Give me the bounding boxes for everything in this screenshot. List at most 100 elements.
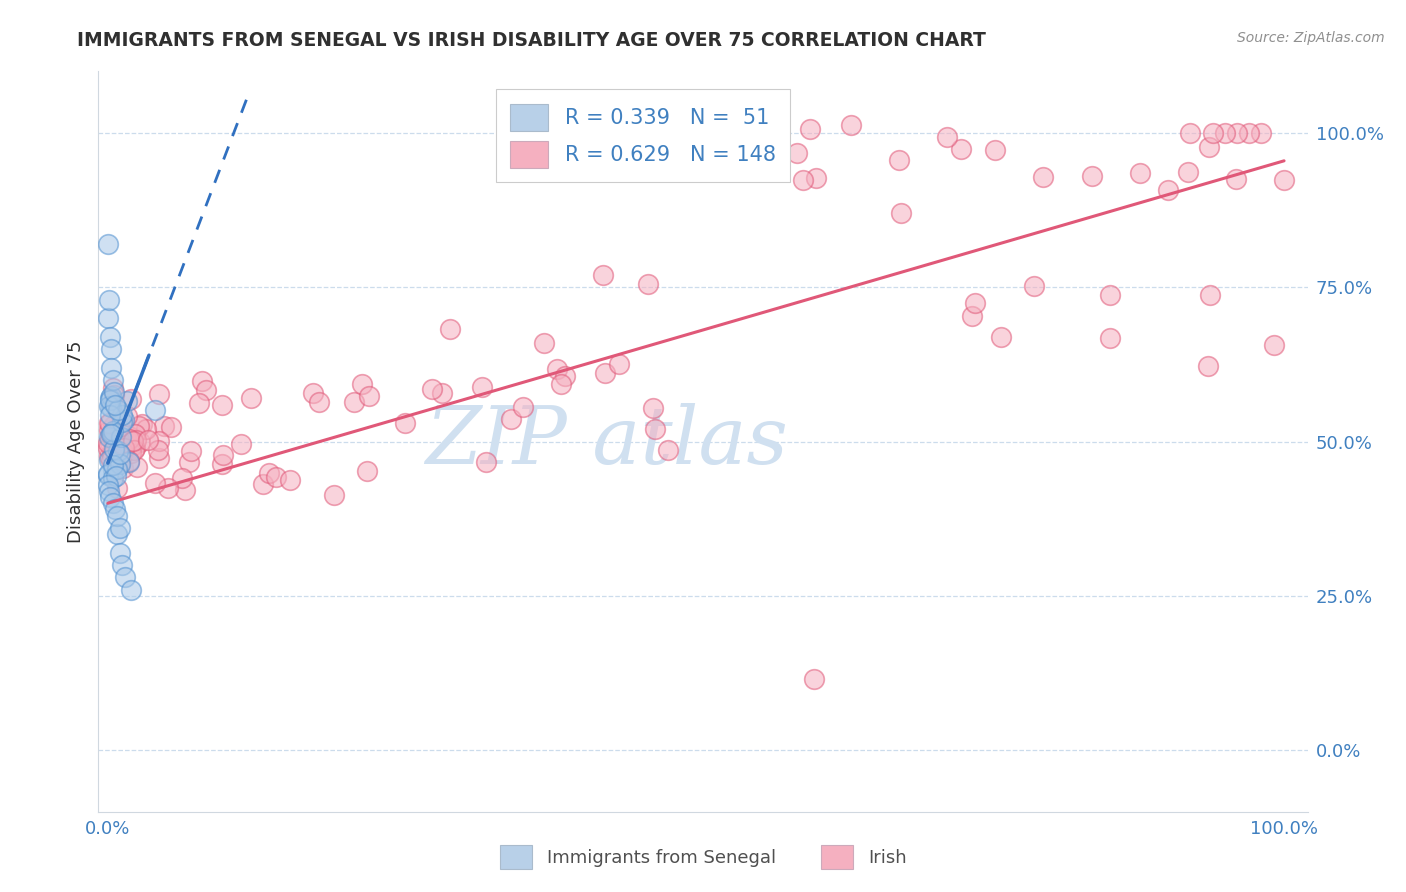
Point [170, 470, 193, 484]
Point [101, 458, 124, 472]
Point [103, 385, 125, 400]
Point [211, 398, 233, 412]
Point [97, 441, 120, 455]
Legend: R = 0.339   N =  51, R = 0.629   N = 148: R = 0.339 N = 51, R = 0.629 N = 148 [496, 89, 790, 182]
Text: IMMIGRANTS FROM SENEGAL VS IRISH DISABILITY AGE OVER 75 CORRELATION CHART: IMMIGRANTS FROM SENEGAL VS IRISH DISABIL… [77, 31, 986, 50]
Point [107, 403, 129, 417]
Point [131, 417, 153, 431]
Point [110, 438, 132, 452]
Point [98, 436, 121, 450]
Point [98, 416, 121, 430]
Point [115, 409, 138, 424]
Point [110, 452, 132, 467]
Point [1080, 169, 1102, 183]
Point [744, 143, 766, 157]
Point [160, 420, 183, 434]
Point [1226, 126, 1249, 140]
Point [950, 143, 973, 157]
Point [108, 455, 131, 469]
Point [103, 442, 125, 457]
Point [117, 394, 139, 409]
Point [211, 457, 233, 471]
Point [97, 399, 120, 413]
Point [98, 391, 121, 405]
Point [118, 455, 141, 469]
Point [104, 398, 127, 412]
Point [252, 477, 274, 491]
Point [112, 432, 135, 446]
Point [103, 471, 125, 485]
Point [240, 391, 263, 405]
Point [107, 444, 129, 458]
Point [101, 426, 124, 441]
Point [1129, 166, 1152, 180]
Point [100, 342, 122, 356]
Point [174, 483, 197, 497]
Point [104, 429, 127, 443]
Point [803, 672, 825, 686]
Point [190, 374, 212, 388]
Point [148, 387, 170, 401]
Point [278, 473, 301, 487]
Point [890, 206, 912, 220]
Point [887, 153, 910, 168]
Point [107, 438, 129, 452]
Point [125, 433, 148, 447]
Point [120, 429, 142, 443]
Point [1024, 279, 1046, 293]
Point [122, 434, 145, 448]
Point [98, 483, 121, 498]
Point [108, 439, 131, 453]
Point [105, 508, 128, 523]
Point [120, 446, 142, 460]
Point [104, 502, 127, 516]
Point [593, 366, 616, 380]
Point [101, 373, 124, 387]
Point [471, 380, 494, 394]
Point [1198, 140, 1220, 154]
Point [1157, 183, 1180, 197]
Point [533, 336, 555, 351]
Point [128, 418, 150, 433]
Point [105, 439, 128, 453]
Point [644, 422, 666, 436]
Point [114, 431, 136, 445]
Point [112, 444, 135, 458]
Point [121, 439, 143, 453]
Point [97, 468, 120, 483]
Point [101, 381, 124, 395]
Point [105, 527, 128, 541]
Point [1099, 288, 1122, 302]
Text: ZIP atlas: ZIP atlas [425, 403, 787, 480]
Point [110, 426, 132, 441]
Point [1272, 172, 1295, 186]
Point [108, 457, 131, 471]
Point [107, 442, 129, 457]
Point [97, 435, 120, 450]
Point [127, 459, 149, 474]
Point [1250, 126, 1272, 140]
Point [103, 442, 125, 456]
Point [229, 437, 252, 451]
Point [356, 464, 378, 478]
Point [98, 490, 121, 504]
Point [394, 417, 416, 431]
Point [110, 429, 132, 443]
Point [1237, 126, 1260, 140]
Point [98, 293, 121, 307]
Point [188, 396, 211, 410]
Point [101, 496, 124, 510]
Point [512, 401, 534, 415]
Point [143, 403, 166, 417]
Point [212, 448, 235, 462]
Point [499, 412, 522, 426]
Point [1032, 169, 1054, 184]
Point [637, 277, 659, 291]
Point [100, 360, 122, 375]
Point [153, 419, 176, 434]
Point [97, 453, 120, 467]
Point [108, 442, 131, 456]
Point [180, 443, 202, 458]
Point [108, 521, 131, 535]
Point [100, 389, 122, 403]
